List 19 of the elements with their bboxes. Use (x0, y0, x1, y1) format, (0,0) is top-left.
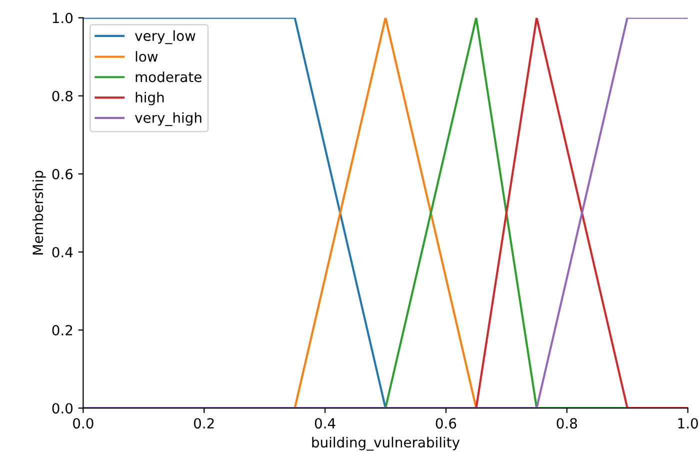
y-tick-label: 0.4 (52, 246, 73, 258)
legend-label: high (136, 92, 164, 106)
y-axis-title: Membership (32, 170, 46, 254)
legend-label: low (136, 51, 158, 62)
x-axis-title: building_vulnerability (312, 436, 460, 451)
x-tick-label: 0.4 (314, 418, 336, 429)
x-tick-label: 0.0 (73, 418, 94, 429)
x-tick-label: 0.6 (436, 418, 456, 429)
legend-label: very_high (134, 112, 202, 126)
y-tick-label: 0.2 (52, 325, 72, 336)
x-tick-label: 0.2 (194, 418, 214, 429)
y-tick-label: 0.6 (52, 168, 73, 180)
y-tick-label: 1.0 (52, 12, 73, 24)
legend-label: moderate (136, 71, 202, 82)
y-tick-label: 0.8 (52, 90, 73, 102)
x-tick-label: 0.8 (556, 418, 577, 429)
y-tick-label: 0.0 (52, 403, 73, 414)
legend-label: very_low (134, 30, 196, 44)
x-tick-label: 1.0 (678, 418, 698, 429)
